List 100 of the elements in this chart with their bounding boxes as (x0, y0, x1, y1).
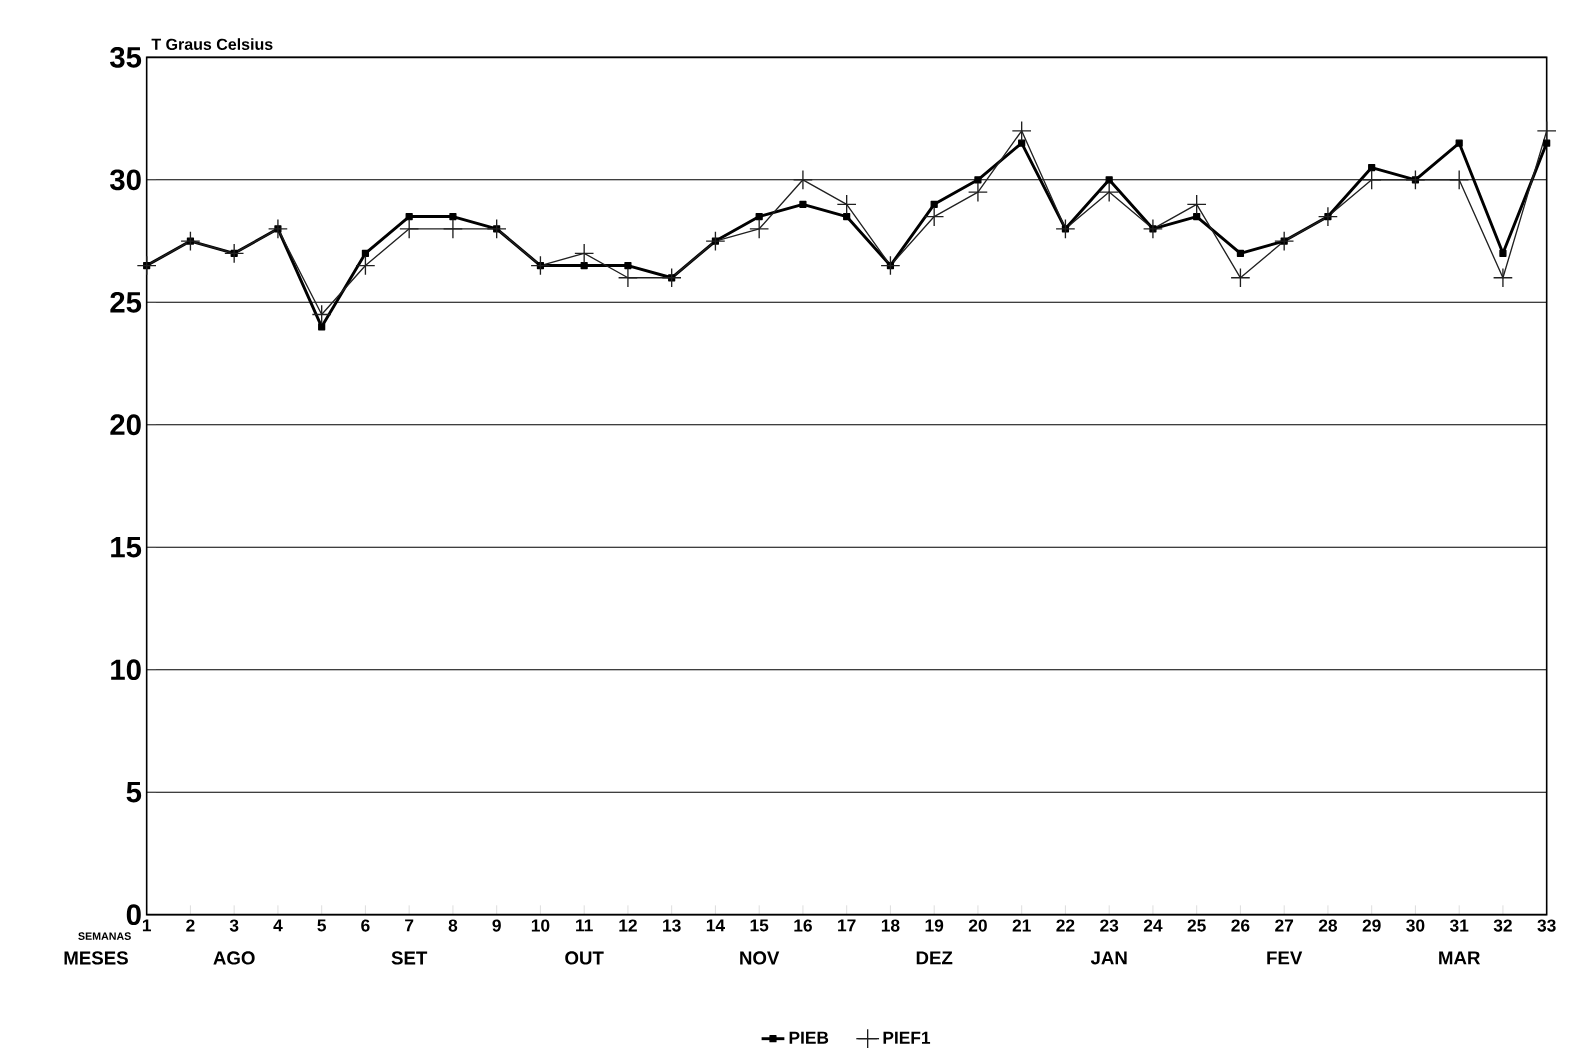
point (136, 255, 157, 276)
x-tick-label: 20 (968, 919, 987, 932)
x-tick-label: 9 (492, 919, 501, 932)
point (355, 255, 376, 276)
point (1492, 267, 1513, 288)
point (705, 231, 726, 252)
point (1011, 120, 1032, 141)
point (318, 323, 326, 331)
x-tick-label: 32 (1493, 919, 1512, 932)
point (405, 212, 413, 221)
x-tick-label: 2 (186, 919, 195, 932)
x-tick-label: 11 (576, 919, 593, 932)
y-tick-label: 0 (126, 904, 141, 926)
x-tick-label: 26 (1231, 919, 1250, 932)
y-tick-label: 15 (111, 537, 142, 558)
x-tick-label: 8 (448, 919, 458, 932)
point (399, 218, 420, 239)
x-tick-label: 29 (1362, 919, 1381, 932)
legend-label: PIEB (789, 1031, 829, 1044)
x-tick-label: 14 (706, 919, 725, 932)
point (1055, 218, 1076, 239)
point (361, 249, 370, 257)
point (1449, 169, 1470, 190)
point (1105, 176, 1113, 184)
x-tick-label: 27 (1275, 919, 1294, 932)
point (843, 212, 851, 221)
text: AGO (213, 951, 255, 965)
text: DEZ (916, 951, 953, 965)
y-tick-label: 10 (111, 659, 141, 681)
point (1368, 163, 1376, 172)
point (1142, 218, 1163, 239)
point (180, 231, 201, 252)
point (755, 212, 763, 221)
point (1236, 249, 1245, 257)
x-tick-label: 23 (1100, 919, 1119, 932)
x-tick-label: 28 (1318, 919, 1338, 932)
point (930, 200, 938, 208)
y-tick-label: 20 (110, 414, 141, 436)
point (661, 267, 682, 288)
point (1405, 169, 1426, 190)
point (1455, 139, 1463, 147)
text: SET (391, 951, 428, 965)
point (530, 255, 551, 276)
point (974, 176, 982, 184)
point (1543, 139, 1551, 147)
point (799, 200, 807, 208)
x-tick-label: 3 (229, 919, 239, 932)
point (880, 255, 901, 276)
y-tick-label: 25 (110, 291, 142, 313)
point (924, 206, 945, 227)
point (749, 218, 770, 239)
x-tick-label: 12 (619, 919, 637, 932)
x-tick-label: 19 (925, 919, 944, 932)
x-tick-label: 18 (881, 919, 900, 932)
point (792, 169, 813, 190)
text: OUT (565, 951, 604, 965)
point (1186, 194, 1207, 215)
y-tick-label: 35 (110, 46, 142, 68)
point (1317, 206, 1338, 227)
text: MAR (1439, 951, 1481, 965)
point (267, 218, 288, 239)
x-tick-label: 5 (317, 919, 327, 932)
point (617, 267, 638, 288)
x-tick-label: 16 (794, 919, 812, 932)
y-axis-title: T Graus Celsius (151, 38, 273, 50)
point (1361, 169, 1382, 190)
x-tick-label: 25 (1187, 919, 1206, 932)
x-tick-label: 24 (1143, 919, 1163, 932)
point (967, 182, 988, 203)
text: JAN (1090, 951, 1127, 965)
x-tick-label: 7 (405, 919, 414, 932)
x-tick-label: 22 (1056, 919, 1075, 932)
x-tick-label: 6 (361, 919, 370, 932)
x-tick-label: 10 (531, 919, 550, 932)
x-tick-label: 1 (142, 919, 152, 932)
point (1230, 267, 1251, 288)
point (224, 243, 245, 264)
x-tick-label: 13 (663, 919, 681, 932)
point (1099, 182, 1120, 203)
y-tick-label: 30 (110, 169, 141, 191)
x-tick-label: 33 (1537, 919, 1556, 932)
x-axis-title: SEMANAS (78, 932, 131, 940)
point (486, 218, 507, 239)
point (1018, 139, 1026, 147)
text: MESES (64, 951, 128, 965)
x-tick-label: 30 (1406, 919, 1425, 932)
point (1536, 120, 1557, 141)
point (624, 261, 632, 270)
point (311, 304, 332, 325)
x-tick-label: 15 (750, 919, 769, 932)
point (442, 218, 463, 239)
x-tick-label: 4 (273, 919, 283, 932)
text: FEV (1267, 951, 1303, 965)
point (836, 194, 857, 215)
point (574, 243, 595, 264)
y-tick-label: 5 (126, 781, 142, 803)
x-tick-label: 31 (1449, 919, 1469, 932)
legend-label: PIEF1 (883, 1031, 931, 1044)
x-tick-label: 21 (1012, 919, 1031, 932)
point (1274, 231, 1295, 252)
